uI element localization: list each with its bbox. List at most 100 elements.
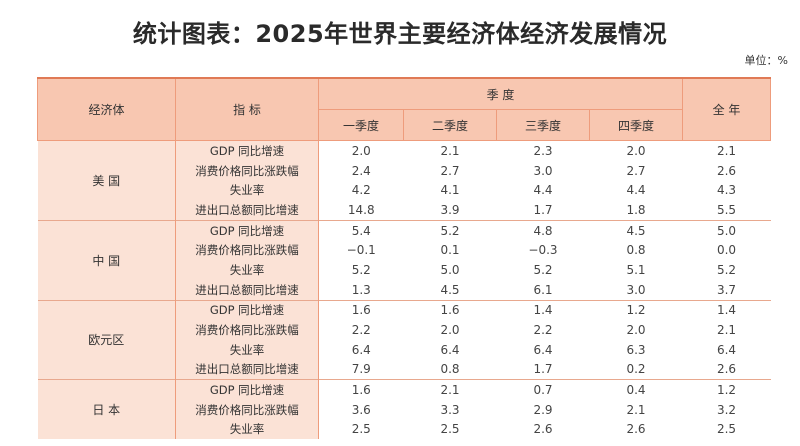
header-full-year: 全 年 (682, 77, 772, 141)
economy-name: 美 国 (37, 140, 176, 221)
value-q4: 1.8 (626, 202, 646, 217)
table-row: 日 本 GDP 同比增速 1.6 2.1 0.7 0.4 1.2 (37, 379, 771, 440)
value-q3: 6.4 (533, 342, 553, 357)
value-q3: 2.3 (496, 139, 590, 161)
value-q3: 1.4 (496, 299, 590, 321)
header-q1: 一季度 (318, 109, 404, 141)
value-q4: 2.7 (626, 163, 646, 178)
table-row: 进出口总额同比增速 7.9 0.8 1.7 0.2 2.6 (38, 359, 771, 380)
value-full-year: 2.1 (682, 139, 771, 161)
table-row: 消费价格同比涨跌幅 2.4 2.7 3.0 2.7 2.6 (38, 160, 771, 181)
value-q2: 2.5 (440, 422, 460, 437)
value-q4: 6.3 (626, 342, 646, 357)
table-row: 失业率 4.2 4.1 4.4 4.4 4.3 (38, 180, 771, 201)
economy-name: 日 本 (37, 379, 176, 440)
indicator-name: 消费价格同比涨跌幅 (175, 240, 319, 261)
value-q2: 2.7 (440, 163, 460, 178)
value-full-year: 2.6 (716, 362, 737, 377)
value-full-year: 5.2 (716, 262, 737, 277)
value-full-year: 0.0 (716, 243, 737, 258)
value-q1: 14.8 (347, 202, 375, 217)
value-q3: 5.2 (533, 262, 553, 277)
value-full-year: 5.5 (716, 202, 737, 217)
value-q1: 2.5 (351, 422, 371, 437)
value-q1: 1.6 (318, 379, 404, 400)
indicator-name: 失业率 (175, 339, 319, 360)
value-q2: 0.1 (440, 243, 460, 258)
value-q4: 2.6 (626, 422, 646, 437)
value-q4: 0.8 (626, 243, 646, 258)
value-q4: 0.2 (626, 362, 646, 377)
value-q2: 3.9 (440, 202, 460, 217)
value-full-year: 2.1 (716, 323, 737, 338)
economy-name: 欧元区 (37, 299, 176, 380)
indicator-name: GDP 同比增速 (175, 299, 319, 321)
value-q2: 5.0 (440, 262, 460, 277)
table-row: 进出口总额同比增速 1.3 4.5 6.1 3.0 3.7 (38, 279, 771, 300)
value-q4: 2.0 (626, 323, 646, 338)
table-row: 美 国 GDP 同比增速 2.0 2.1 2.3 2.0 2.1 (37, 139, 771, 221)
table-row: 失业率 5.2 5.0 5.2 5.1 5.2 (38, 260, 771, 280)
value-full-year: 4.3 (716, 183, 737, 198)
value-q3: 2.6 (533, 422, 553, 437)
value-q4: 4.4 (626, 183, 646, 198)
value-q2: 5.2 (403, 219, 497, 241)
value-q1: 1.3 (351, 282, 371, 297)
value-q1: 5.4 (318, 219, 404, 241)
table-row: 失业率 6.4 6.4 6.4 6.3 6.4 (38, 339, 771, 360)
value-q2: 2.0 (440, 323, 460, 338)
value-q4: 5.1 (626, 262, 646, 277)
header-q3: 三季度 (496, 109, 590, 141)
table-row: 失业率 2.5 2.5 2.6 2.6 2.5 (38, 419, 771, 440)
value-q2: 1.6 (403, 299, 497, 321)
economy-table: 经济体 指 标 季 度 全 年 一季度 二季度 三季度 四季度 美 国 GDP 同… (37, 77, 772, 440)
value-q4: 2.0 (589, 139, 683, 161)
table-row: 消费价格同比涨跌幅 2.2 2.0 2.2 2.0 2.1 (38, 320, 771, 340)
value-q1: 6.4 (351, 342, 371, 357)
table-row: 进出口总额同比增速 14.8 3.9 1.7 1.8 5.5 (38, 200, 771, 221)
table-row: 欧元区 GDP 同比增速 1.6 1.6 1.4 1.2 1.4 (37, 299, 771, 380)
value-q3: 1.7 (533, 362, 553, 377)
value-q4: 1.2 (589, 299, 683, 321)
value-q2: 6.4 (440, 342, 460, 357)
value-q1: 7.9 (351, 362, 371, 377)
value-q2: 4.5 (440, 282, 460, 297)
indicator-name: 消费价格同比涨跌幅 (175, 320, 319, 340)
value-full-year: 3.2 (716, 402, 737, 417)
header-economy: 经济体 (37, 77, 176, 141)
value-q4: 0.4 (589, 379, 683, 400)
table-body: 美 国 GDP 同比增速 2.0 2.1 2.3 2.0 2.1 消费价格同比涨跌幅 2.4 2.… (37, 139, 771, 440)
value-q4: 4.5 (589, 219, 683, 241)
value-q1: 2.2 (351, 323, 371, 338)
value-q2: 2.1 (403, 139, 497, 161)
value-q1: 4.2 (351, 183, 371, 198)
value-q2: 0.8 (440, 362, 460, 377)
indicator-name: 消费价格同比涨跌幅 (175, 399, 319, 420)
value-q3: 0.7 (496, 379, 590, 400)
value-full-year: 2.6 (716, 163, 737, 178)
indicator-name: 进出口总额同比增速 (175, 200, 319, 221)
table-row: 消费价格同比涨跌幅 3.6 3.3 2.9 2.1 3.2 (38, 399, 771, 420)
value-q3: 3.0 (533, 163, 553, 178)
value-full-year: 1.4 (682, 299, 771, 321)
header-indicator: 指 标 (175, 77, 319, 141)
indicator-name: GDP 同比增速 (175, 139, 319, 161)
value-q1: 2.0 (318, 139, 404, 161)
indicator-name: 进出口总额同比增速 (175, 359, 319, 380)
value-q3: 4.4 (533, 183, 553, 198)
economy-name: 中 国 (37, 219, 176, 300)
value-q1: 3.6 (351, 402, 371, 417)
value-q2: 2.1 (403, 379, 497, 400)
value-q4: 3.0 (626, 282, 646, 297)
value-q1: −0.1 (346, 243, 376, 258)
value-q2: 3.3 (440, 402, 460, 417)
header-quarter-group: 季 度 (317, 77, 684, 110)
indicator-name: GDP 同比增速 (175, 219, 319, 241)
value-q1: 1.6 (318, 299, 404, 321)
table-row: 消费价格同比涨跌幅 −0.1 0.1 −0.3 0.8 0.0 (38, 240, 771, 261)
value-q3: 6.1 (533, 282, 553, 297)
indicator-name: GDP 同比增速 (175, 379, 319, 400)
header-q2: 二季度 (403, 109, 497, 141)
value-q1: 2.4 (351, 163, 371, 178)
value-full-year: 1.2 (682, 379, 771, 400)
